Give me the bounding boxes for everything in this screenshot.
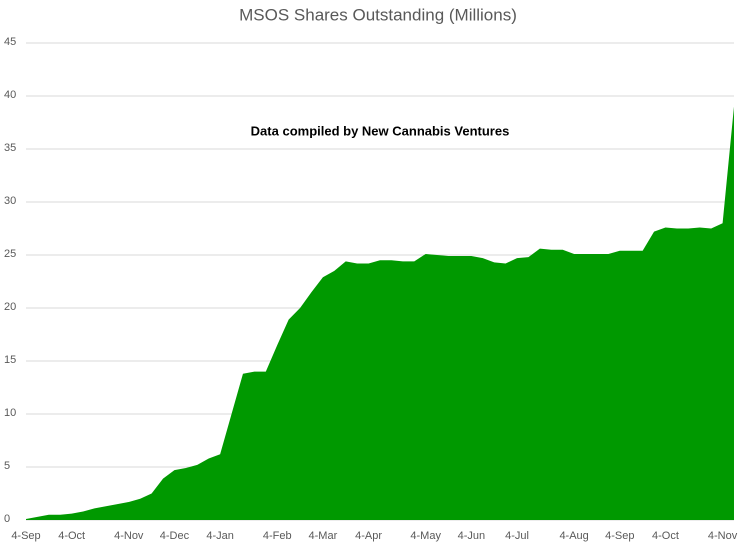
x-tick-label: 4-Sep <box>11 530 40 542</box>
x-tick-label: 4-Oct <box>652 530 679 542</box>
x-tick-label: 4-Sep <box>605 530 634 542</box>
y-tick-label: 15 <box>4 354 16 366</box>
x-tick-label: 4-Oct <box>58 530 85 542</box>
y-tick-label: 0 <box>4 513 10 525</box>
x-tick-label: 4-May <box>410 530 441 542</box>
x-tick-label: 4-Mar <box>309 530 338 542</box>
x-tick-label: 4-Dec <box>160 530 190 542</box>
y-tick-label: 10 <box>4 407 16 419</box>
y-tick-label: 45 <box>4 36 16 48</box>
y-tick-label: 30 <box>4 195 16 207</box>
x-tick-label: 4-Nov <box>114 530 144 542</box>
x-tick-label: 4-Jul <box>505 530 529 542</box>
x-tick-label: 4-Jun <box>458 530 486 542</box>
y-tick-label: 25 <box>4 248 16 260</box>
y-tick-label: 20 <box>4 301 16 313</box>
chart-title: MSOS Shares Outstanding (Millions) <box>239 5 517 24</box>
y-tick-label: 35 <box>4 142 16 154</box>
annotation: Data compiled by New Cannabis Ventures <box>251 123 510 138</box>
y-tick-label: 40 <box>4 89 16 101</box>
x-tick-label: 4-Apr <box>355 530 382 542</box>
y-tick-label: 5 <box>4 460 10 472</box>
area <box>26 106 734 520</box>
x-tick-label: 4-Aug <box>559 530 588 542</box>
x-tick-label: 4-Nov <box>708 530 738 542</box>
x-tick-label: 4-Jan <box>206 530 234 542</box>
x-tick-label: 4-Feb <box>263 530 292 542</box>
